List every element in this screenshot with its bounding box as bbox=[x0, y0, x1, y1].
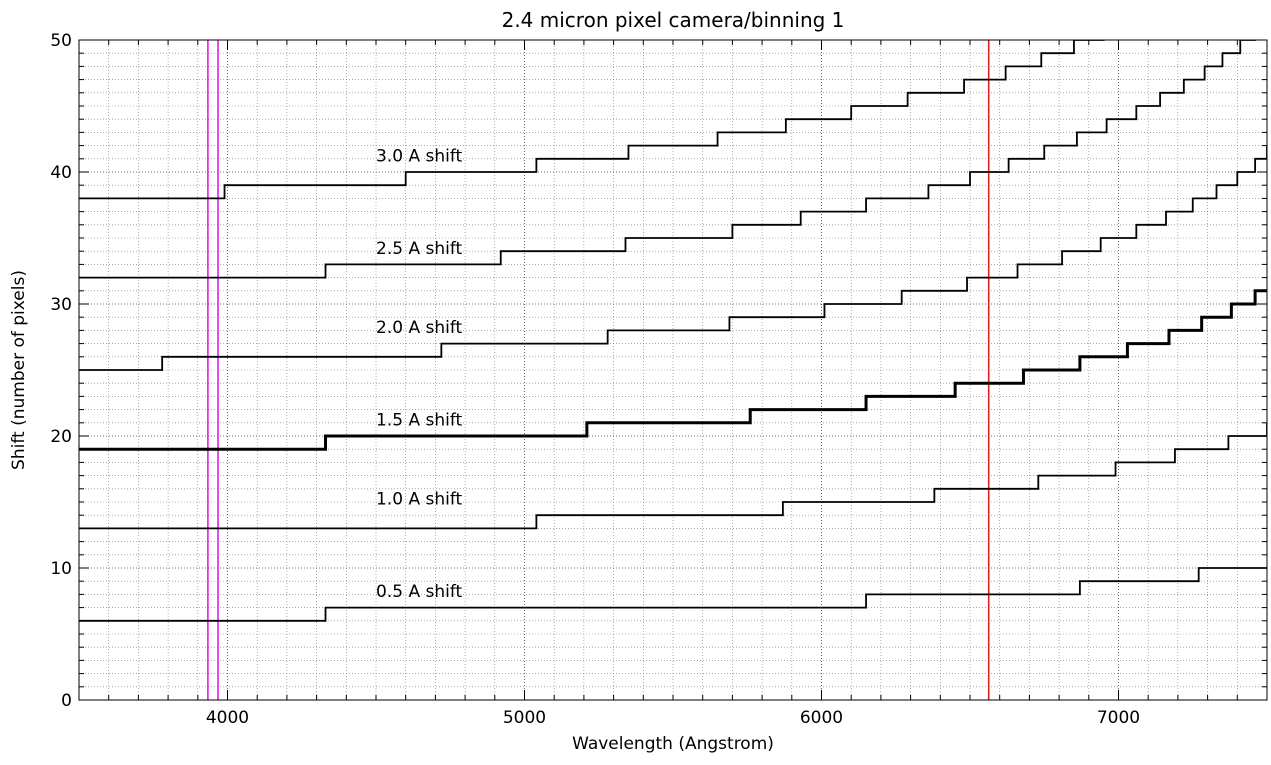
y-tick-label: 50 bbox=[50, 31, 72, 51]
x-tick-label: 5000 bbox=[503, 708, 546, 728]
x-tick-label: 4000 bbox=[206, 708, 249, 728]
series-label: 1.5 A shift bbox=[376, 410, 463, 430]
x-tick-label: 6000 bbox=[800, 708, 843, 728]
series-label: 2.0 A shift bbox=[376, 318, 463, 338]
y-tick-label: 40 bbox=[50, 163, 72, 183]
y-tick-label: 10 bbox=[50, 559, 72, 579]
axis-ticks: 4000 5000 6000 7000 0 10 20 30 40 50 bbox=[50, 31, 1267, 728]
series-label: 0.5 A shift bbox=[376, 582, 463, 602]
series-line bbox=[79, 146, 1267, 370]
y-tick-label: 30 bbox=[50, 295, 72, 315]
grid bbox=[79, 40, 1267, 700]
series-label: 1.0 A shift bbox=[376, 490, 463, 510]
y-axis-label: Shift (number of pixels) bbox=[9, 270, 29, 470]
series-label: 2.5 A shift bbox=[376, 239, 463, 259]
x-tick-label: 7000 bbox=[1097, 708, 1140, 728]
series-labels: 0.5 A shift 1.0 A shift 1.5 A shift 2.0 A s… bbox=[376, 146, 463, 602]
series-label: 3.0 A shift bbox=[376, 146, 463, 166]
x-axis-label: Wavelength (Angstrom) bbox=[572, 734, 774, 754]
y-tick-label: 20 bbox=[50, 427, 72, 447]
series-line bbox=[79, 14, 1133, 199]
chart-title: 2.4 micron pixel camera/binning 1 bbox=[502, 8, 845, 32]
y-tick-label: 0 bbox=[61, 691, 72, 711]
